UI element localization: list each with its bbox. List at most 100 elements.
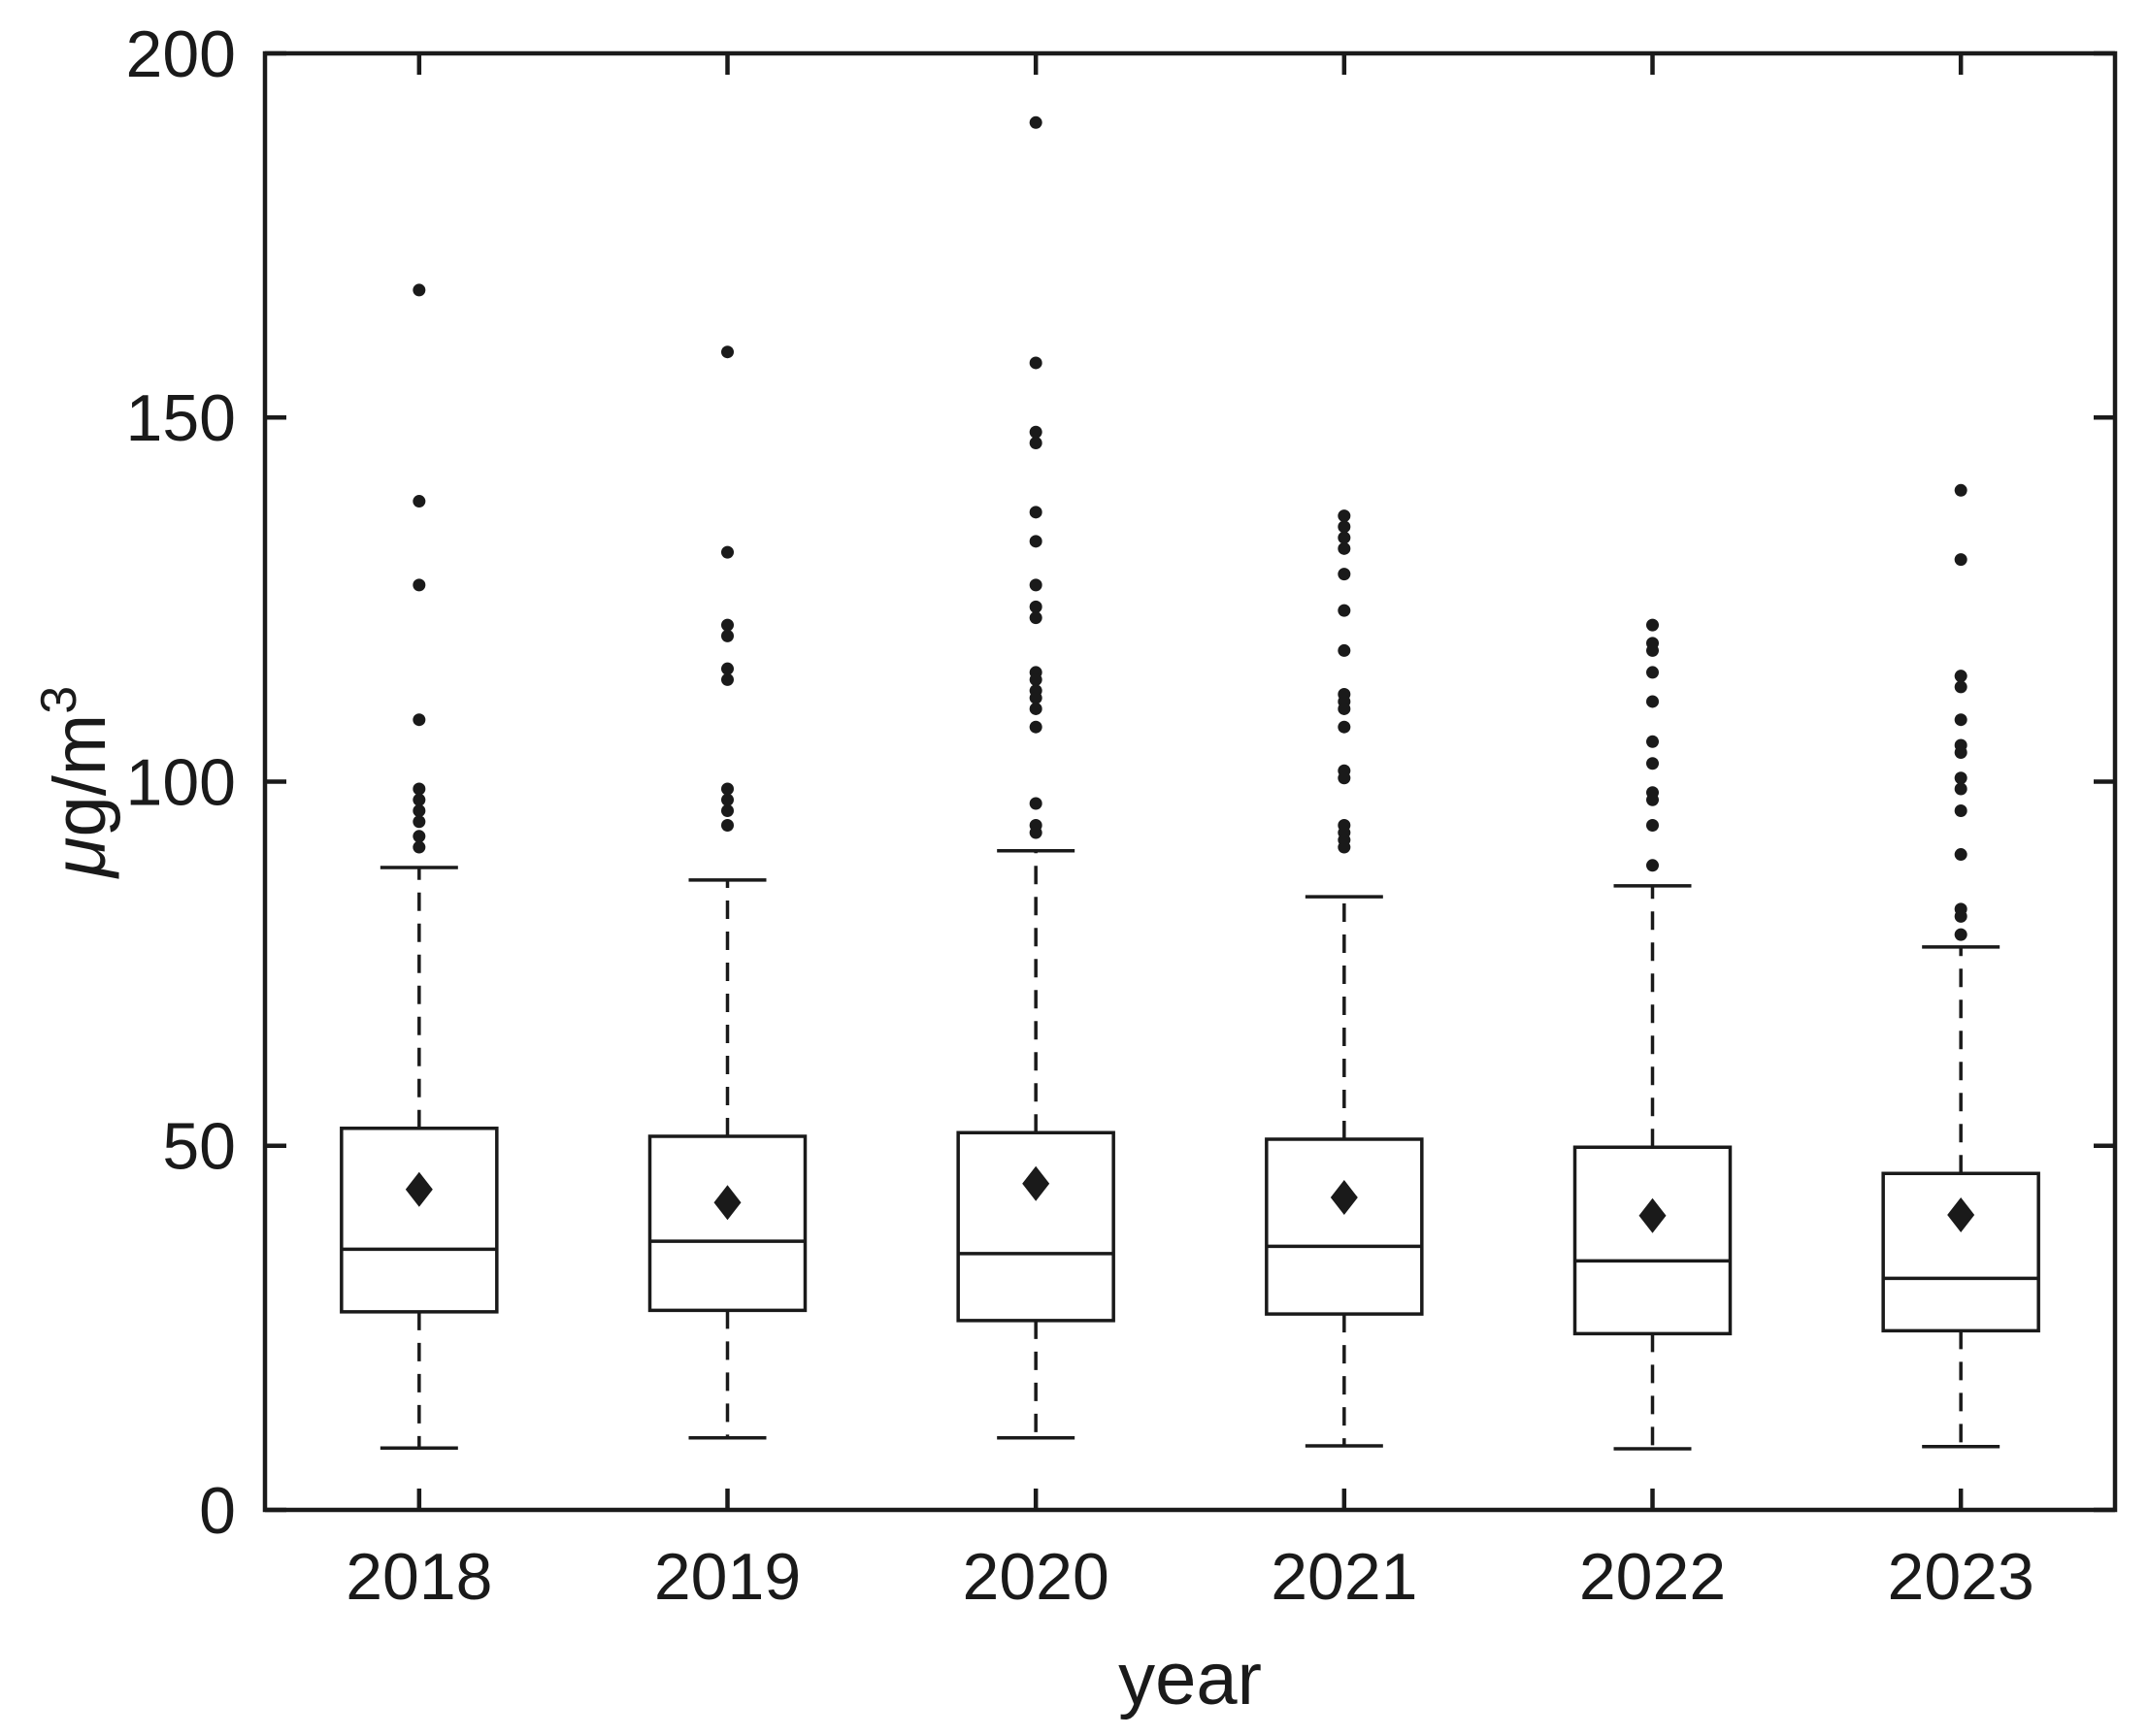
outlier-dot bbox=[1338, 643, 1351, 657]
outlier-dot bbox=[1029, 578, 1042, 592]
mean-diamond-marker bbox=[1022, 1165, 1050, 1201]
outlier-dot bbox=[721, 793, 734, 806]
outlier-dot bbox=[1338, 509, 1351, 523]
iqr-box bbox=[1265, 1137, 1424, 1316]
outlier-dot bbox=[1646, 735, 1659, 748]
outlier-dot bbox=[1954, 928, 1967, 941]
outlier-dot bbox=[1954, 909, 1967, 923]
y-label-unit: g/m bbox=[39, 714, 121, 837]
outlier-dot bbox=[413, 283, 426, 297]
x-tick-label: 2018 bbox=[346, 1540, 492, 1614]
outlier-dot bbox=[413, 830, 426, 843]
outlier-dot bbox=[1954, 848, 1967, 862]
outlier-dot bbox=[1029, 702, 1042, 715]
outlier-dot bbox=[413, 578, 426, 592]
box-group-2020 bbox=[956, 115, 1115, 1440]
outlier-dot bbox=[721, 782, 734, 796]
y-axis-label: μg/m3 bbox=[31, 686, 121, 879]
outlier-dot bbox=[721, 629, 734, 642]
y-tick-label: 50 bbox=[162, 1110, 236, 1184]
x-tick-label: 2020 bbox=[963, 1540, 1109, 1614]
outlier-dot bbox=[1646, 666, 1659, 679]
outlier-dot bbox=[413, 782, 426, 796]
mean-diamond-marker bbox=[1947, 1197, 1975, 1233]
outlier-dot bbox=[1029, 611, 1042, 625]
outlier-dot bbox=[1029, 797, 1042, 810]
outlier-dot bbox=[1646, 793, 1659, 806]
outlier-dot bbox=[1029, 115, 1042, 129]
outlier-dot bbox=[1954, 680, 1967, 694]
x-tick-label: 2022 bbox=[1579, 1540, 1726, 1614]
outlier-dot bbox=[1029, 356, 1042, 370]
outlier-dot bbox=[1954, 553, 1967, 567]
outlier-dot bbox=[1338, 720, 1351, 734]
y-tick-label: 200 bbox=[126, 17, 236, 91]
mean-diamond-marker bbox=[713, 1185, 742, 1221]
outlier-dot bbox=[1029, 506, 1042, 519]
outlier-dot bbox=[1954, 670, 1967, 683]
outlier-dot bbox=[1029, 720, 1042, 734]
iqr-box bbox=[956, 1130, 1115, 1323]
axes-frame bbox=[262, 50, 2118, 1513]
outlier-dot bbox=[1338, 771, 1351, 785]
outlier-dot bbox=[721, 672, 734, 686]
box-group-2022 bbox=[1572, 618, 1733, 1451]
y-tick-label: 0 bbox=[199, 1474, 236, 1548]
outlier-dot bbox=[1954, 782, 1967, 796]
y-tick-label: 150 bbox=[126, 381, 236, 455]
outlier-dot bbox=[1954, 771, 1967, 785]
outlier-dot bbox=[1029, 691, 1042, 704]
mean-diamond-marker bbox=[405, 1171, 433, 1207]
iqr-box bbox=[1572, 1145, 1733, 1336]
outlier-dot bbox=[721, 662, 734, 675]
outlier-dot bbox=[413, 804, 426, 818]
outlier-dot bbox=[1029, 672, 1042, 686]
y-label-mu: μ bbox=[39, 836, 121, 879]
outlier-dot bbox=[721, 618, 734, 632]
outlier-dot bbox=[1029, 826, 1042, 839]
iqr-box bbox=[1881, 1171, 2040, 1333]
outlier-dot bbox=[721, 804, 734, 818]
outlier-dot bbox=[1646, 618, 1659, 632]
outlier-dot bbox=[1338, 702, 1351, 715]
outlier-dot bbox=[413, 495, 426, 508]
outlier-dot bbox=[413, 793, 426, 806]
mean-diamond-marker bbox=[1638, 1197, 1667, 1233]
y-tick-label: 100 bbox=[126, 745, 236, 819]
outlier-dot bbox=[413, 840, 426, 854]
box-group-2018 bbox=[340, 283, 499, 1450]
outlier-dot bbox=[1338, 840, 1351, 854]
x-tick-label: 2021 bbox=[1271, 1540, 1417, 1614]
mean-diamond-marker bbox=[1330, 1180, 1358, 1216]
x-tick-label: 2023 bbox=[1888, 1540, 2034, 1614]
iqr-box bbox=[340, 1126, 499, 1314]
outlier-dot bbox=[1029, 425, 1042, 439]
box-group-2021 bbox=[1265, 509, 1424, 1448]
y-label-exponent: 3 bbox=[31, 686, 87, 714]
outlier-dot bbox=[721, 819, 734, 833]
outlier-dot bbox=[1646, 819, 1659, 833]
outlier-dot bbox=[1029, 535, 1042, 548]
outlier-dot bbox=[1338, 531, 1351, 544]
outlier-dot bbox=[1646, 757, 1659, 770]
outlier-dot bbox=[721, 545, 734, 559]
outlier-dot bbox=[413, 815, 426, 829]
x-axis-label: year bbox=[1118, 1638, 1262, 1720]
box-group-2023 bbox=[1881, 483, 2040, 1449]
outlier-dot bbox=[1338, 604, 1351, 617]
outlier-dot bbox=[1954, 804, 1967, 818]
box-group-2019 bbox=[647, 345, 808, 1440]
outlier-dot bbox=[1029, 600, 1042, 613]
x-tick-label: 2019 bbox=[654, 1540, 801, 1614]
outlier-dot bbox=[1338, 541, 1351, 555]
outlier-dot bbox=[721, 345, 734, 359]
outlier-dot bbox=[1646, 859, 1659, 872]
iqr-box bbox=[647, 1134, 808, 1313]
outlier-dot bbox=[1954, 483, 1967, 497]
outlier-dot bbox=[1338, 520, 1351, 534]
outlier-dot bbox=[413, 713, 426, 727]
outlier-dot bbox=[1954, 713, 1967, 727]
outlier-dot bbox=[1646, 695, 1659, 708]
